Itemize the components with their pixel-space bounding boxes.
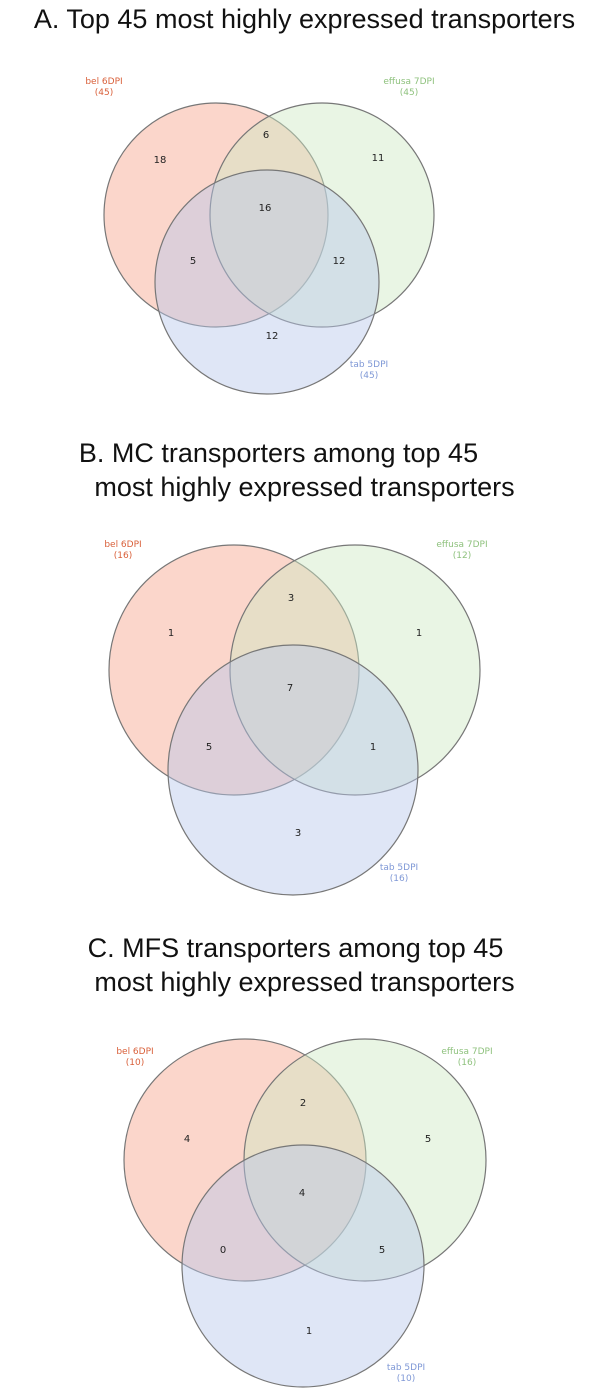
venn-b-count-bel-effusa: 3 xyxy=(288,593,294,604)
venn-b-label-bel-size: (16) xyxy=(114,551,132,561)
venn-a-count-all: 16 xyxy=(259,203,272,214)
venn-c-count-tab-only: 1 xyxy=(306,1326,312,1337)
venn-a-count-bel-only: 18 xyxy=(154,155,167,166)
panel-c-title-line1: C. MFS transporters among top 45 xyxy=(87,933,504,963)
venn-b-count-bel-tab: 5 xyxy=(206,742,212,753)
venn-b-circle-effusa xyxy=(229,544,481,796)
venn-c-count-effusa-only: 5 xyxy=(425,1134,431,1145)
venn-a-label-bel-name: bel 6DPI xyxy=(85,77,122,87)
venn-b-label-tab-name: tab 5DPI xyxy=(380,863,418,873)
venn-a-label-bel-size: (45) xyxy=(95,88,113,98)
venn-a-label-effusa-size: (45) xyxy=(400,88,418,98)
venn-c-count-bel-only: 4 xyxy=(184,1134,190,1145)
venn-c-label-effusa-name: effusa 7DPI xyxy=(441,1047,492,1057)
venn-b-svg: bel 6DPI (16) effusa 7DPI (12) tab 5DPI … xyxy=(104,540,488,896)
venn-c-count-bel-effusa: 2 xyxy=(300,1098,306,1109)
venn-c-label-bel-name: bel 6DPI xyxy=(116,1047,153,1057)
venn-a-label-tab-name: tab 5DPI xyxy=(350,360,388,370)
venn-c-label-tab-size: (10) xyxy=(397,1374,415,1384)
venn-c-label-bel-size: (10) xyxy=(126,1058,144,1068)
venn-b-count-all: 7 xyxy=(287,683,293,694)
venn-a-count-tab-only: 12 xyxy=(266,331,279,342)
venn-c-count-all: 4 xyxy=(299,1188,305,1199)
venn-b-count-effusa-tab: 1 xyxy=(370,742,376,753)
venn-a-circle-bel xyxy=(103,102,329,328)
venn-c-count-effusa-tab: 5 xyxy=(379,1245,385,1256)
venn-b-label-bel-name: bel 6DPI xyxy=(104,540,141,550)
venn-b-count-bel-only: 1 xyxy=(168,628,174,639)
venn-a-count-bel-effusa: 6 xyxy=(263,130,269,141)
venn-b-count-tab-only: 3 xyxy=(295,828,301,839)
venn-a-label-effusa-name: effusa 7DPI xyxy=(383,77,434,87)
venn-c-label-tab-name: tab 5DPI xyxy=(387,1363,425,1373)
venn-c-svg: bel 6DPI (10) effusa 7DPI (16) tab 5DPI … xyxy=(116,1038,493,1388)
venn-b-circle-tab xyxy=(167,644,419,896)
venn-b-circle-bel xyxy=(108,544,360,796)
venn-a-count-effusa-tab: 12 xyxy=(333,256,346,267)
panel-a-title: A. Top 45 most highly expressed transpor… xyxy=(0,2,609,36)
panel-c-title: C. MFS transporters among top 45 most hi… xyxy=(0,931,609,999)
venn-c-count-bel-tab: 0 xyxy=(220,1245,226,1256)
venn-c-circle-tab xyxy=(181,1144,425,1388)
panel-b-title-line1: B. MC transporters among top 45 xyxy=(78,438,479,468)
panel-a-title-line1: A. Top 45 most highly expressed transpor… xyxy=(33,4,576,34)
venn-b-label-tab-size: (16) xyxy=(390,874,408,884)
venn-diagram-c: bel 6DPI (10) effusa 7DPI (16) tab 5DPI … xyxy=(0,1030,609,1395)
panel-b-title-line2: most highly expressed transporters xyxy=(94,472,515,502)
venn-b-label-effusa-size: (12) xyxy=(453,551,471,561)
panel-b-title: B. MC transporters among top 45 most hig… xyxy=(0,436,609,504)
venn-diagram-b: bel 6DPI (16) effusa 7DPI (12) tab 5DPI … xyxy=(0,530,609,905)
venn-b-count-effusa-only: 1 xyxy=(416,628,422,639)
venn-diagram-a: bel 6DPI (45) effusa 7DPI (45) tab 5DPI … xyxy=(0,62,609,407)
venn-a-circle-tab xyxy=(154,169,380,395)
venn-a-count-effusa-only: 11 xyxy=(372,153,385,164)
venn-c-label-effusa-size: (16) xyxy=(458,1058,476,1068)
venn-a-svg: bel 6DPI (45) effusa 7DPI (45) tab 5DPI … xyxy=(85,77,435,395)
venn-b-label-effusa-name: effusa 7DPI xyxy=(436,540,487,550)
venn-a-label-tab-size: (45) xyxy=(360,371,378,381)
panel-c-title-line2: most highly expressed transporters xyxy=(94,967,515,997)
venn-a-count-bel-tab: 5 xyxy=(190,256,196,267)
